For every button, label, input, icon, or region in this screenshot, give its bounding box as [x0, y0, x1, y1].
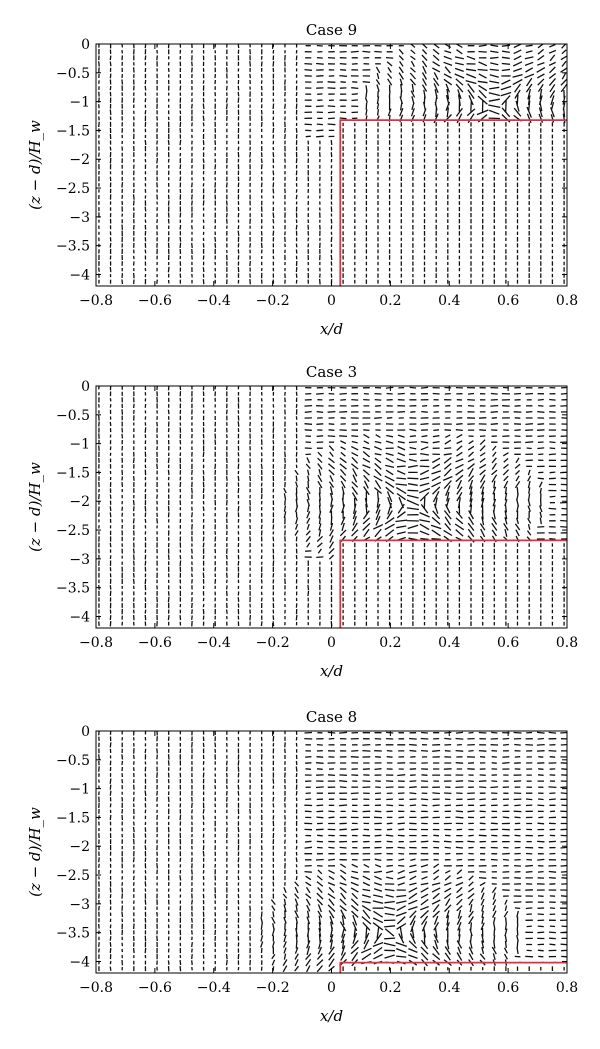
velocity-vectors	[98, 386, 567, 627]
wall-outline	[339, 119, 567, 286]
y-tick-label: −1.5	[56, 810, 90, 826]
y-tick-label: −2	[69, 839, 90, 855]
x-tick-label: −0.2	[256, 293, 290, 309]
y-tick-label: −3	[69, 552, 90, 568]
x-tick-label: 0.2	[379, 980, 401, 996]
chart-title: Case 9	[306, 21, 357, 39]
y-tick-label: 0	[81, 724, 90, 740]
x-tick-label: −0.8	[79, 635, 113, 651]
x-tick-label: 0	[327, 980, 336, 996]
wall-outline	[339, 539, 567, 628]
y-tick-label: −2	[69, 152, 90, 168]
vector-field	[98, 731, 567, 973]
y-tick-label: −3.5	[56, 239, 90, 255]
velocity-vectors	[98, 731, 567, 973]
x-tick-label: −0.6	[138, 293, 172, 309]
x-tick-label: −0.8	[79, 980, 113, 996]
y-tick-label: −1	[69, 782, 90, 798]
y-tick-label: −3	[69, 897, 90, 913]
y-tick-label: −3	[69, 210, 90, 226]
x-tick-label: 0.6	[497, 293, 519, 309]
y-tick-label: −2.5	[56, 181, 90, 197]
y-tick-label: −1.5	[56, 123, 90, 139]
y-tick-label: −0.5	[56, 753, 90, 769]
y-tick-label: −0.5	[56, 408, 90, 424]
y-tick-label: −4	[69, 609, 90, 625]
y-tick-label: −4	[69, 954, 90, 970]
x-tick-label: 0.2	[379, 293, 401, 309]
x-tick-label: −0.4	[197, 293, 231, 309]
x-axis-label: x/d	[320, 320, 343, 338]
chart-panel-3: −0.8 −0.6 −0.4 −0.2 0 0.2 0.4 0.6 0.8 0 −0.5 −1 −1.5…	[26, 708, 578, 1025]
x-tick-label: 0	[327, 635, 336, 651]
x-tick-label: 0.8	[556, 980, 578, 996]
y-tick-label: −2.5	[56, 523, 90, 539]
x-tick-label: 0	[327, 293, 336, 309]
x-tick-label: 0.8	[556, 293, 578, 309]
chart-title: Case 3	[306, 363, 357, 381]
x-tick-label: 0.4	[438, 293, 460, 309]
x-tick-label: 0.6	[497, 980, 519, 996]
y-tick-label: −0.5	[56, 66, 90, 82]
x-tick-label: 0.4	[438, 635, 460, 651]
y-tick-label: −2	[69, 494, 90, 510]
y-axis-label: (z − d)/H_w	[26, 120, 44, 210]
y-tick-label: −1.5	[56, 465, 90, 481]
y-tick-label: −3.5	[56, 581, 90, 597]
x-tick-label: 0.6	[497, 635, 519, 651]
chart-title: Case 8	[306, 708, 357, 726]
y-tick-label: −4	[69, 267, 90, 283]
wall-outline	[339, 961, 567, 973]
x-tick-label: −0.8	[79, 293, 113, 309]
y-tick-label: −1	[69, 95, 90, 111]
x-axis-label: x/d	[320, 662, 343, 680]
chart-panel-1: −0.8 −0.6 −0.4 −0.2 0 0.2 0.4 0.6 0.8 0 −0.5 −1 −1.5…	[26, 21, 578, 338]
velocity-vectors	[98, 44, 567, 285]
x-tick-label: −0.4	[197, 635, 231, 651]
chart-panel-2: −0.8 −0.6 −0.4 −0.2 0 0.2 0.4 0.6 0.8 0 −0.5 −1 −1.5…	[26, 363, 578, 680]
x-tick-label: −0.6	[138, 980, 172, 996]
y-tick-label: −3.5	[56, 926, 90, 942]
x-axis-label: x/d	[320, 1007, 343, 1025]
x-tick-label: 0.8	[556, 635, 578, 651]
y-tick-label: −1	[69, 437, 90, 453]
y-axis-label: (z − d)/H_w	[26, 462, 44, 552]
x-tick-label: −0.2	[256, 980, 290, 996]
x-tick-label: 0.2	[379, 635, 401, 651]
vector-field	[98, 386, 567, 628]
y-tick-label: −2.5	[56, 868, 90, 884]
x-tick-label: −0.4	[197, 980, 231, 996]
y-axis-label: (z − d)/H_w	[26, 807, 44, 897]
x-tick-label: −0.6	[138, 635, 172, 651]
x-tick-label: −0.2	[256, 635, 290, 651]
vector-field	[98, 44, 567, 286]
y-tick-label: 0	[81, 37, 90, 53]
x-tick-label: 0.4	[438, 980, 460, 996]
y-tick-label: 0	[81, 379, 90, 395]
